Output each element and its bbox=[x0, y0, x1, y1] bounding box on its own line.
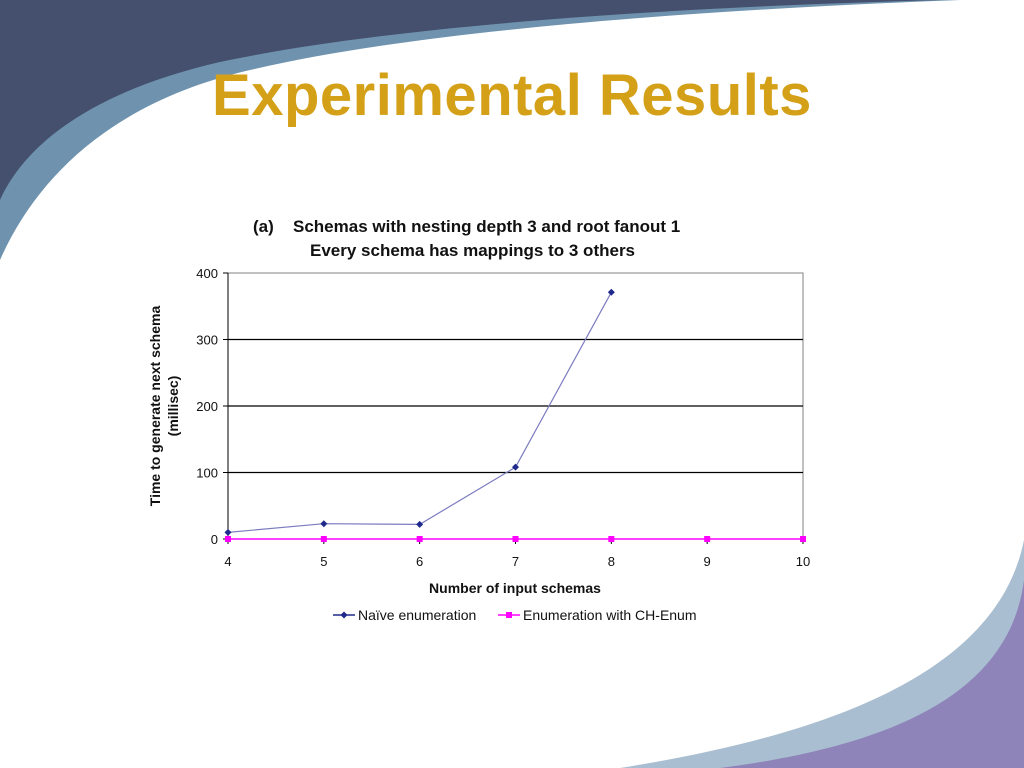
data-point-0-2 bbox=[416, 520, 424, 528]
y-tick-label: 0 bbox=[211, 532, 218, 547]
y-axis-label-line1: Time to generate next schema bbox=[147, 306, 163, 507]
bottom-right-swoosh-dark bbox=[720, 580, 1024, 768]
slide-title: Experimental Results bbox=[212, 63, 812, 128]
data-point-0-4 bbox=[607, 288, 615, 296]
x-tick-label: 10 bbox=[796, 554, 810, 569]
x-tick-label: 7 bbox=[512, 554, 519, 569]
data-point-0-1 bbox=[320, 520, 328, 528]
y-tick-label: 100 bbox=[196, 466, 218, 481]
top-left-swoosh-light bbox=[0, 0, 960, 260]
legend-marker-0 bbox=[340, 611, 348, 619]
chart-title-line2: Every schema has mappings to 3 others bbox=[310, 241, 635, 260]
series-layer bbox=[224, 288, 806, 542]
y-tick-label: 200 bbox=[196, 399, 218, 414]
data-point-1-5 bbox=[704, 536, 711, 542]
data-point-0-0 bbox=[224, 528, 232, 536]
data-point-1-4 bbox=[608, 536, 615, 542]
data-point-1-2 bbox=[416, 536, 423, 542]
bottom-right-swoosh-light bbox=[620, 540, 1024, 768]
data-point-1-0 bbox=[225, 536, 231, 542]
y-tick-label: 400 bbox=[196, 266, 218, 281]
top-left-swoosh-dark bbox=[0, 0, 940, 200]
legend-marker-1 bbox=[506, 612, 512, 618]
y-tick-label: 300 bbox=[196, 333, 218, 348]
x-axis-label: Number of input schemas bbox=[429, 580, 601, 596]
grid-layer bbox=[228, 338, 803, 474]
x-tick-label: 6 bbox=[416, 554, 423, 569]
x-tick-label: 9 bbox=[704, 554, 711, 569]
data-point-0-3 bbox=[512, 463, 519, 471]
legend-label-0: Naïve enumeration bbox=[358, 607, 476, 623]
data-point-1-6 bbox=[800, 536, 806, 542]
data-point-1-3 bbox=[512, 536, 519, 542]
data-point-1-1 bbox=[320, 536, 327, 542]
x-tick-label: 4 bbox=[224, 554, 231, 569]
chart-title-prefix: (a) bbox=[253, 217, 274, 236]
legend-label-1: Enumeration with CH-Enum bbox=[523, 607, 697, 623]
chart-title-line1: Schemas with nesting depth 3 and root fa… bbox=[293, 217, 680, 236]
legend: Naïve enumeration Enumeration with CH-Enu… bbox=[333, 607, 697, 623]
x-tick-label: 5 bbox=[320, 554, 327, 569]
y-axis-label-line2: (millisec) bbox=[165, 376, 181, 437]
x-tick-label: 8 bbox=[608, 554, 615, 569]
